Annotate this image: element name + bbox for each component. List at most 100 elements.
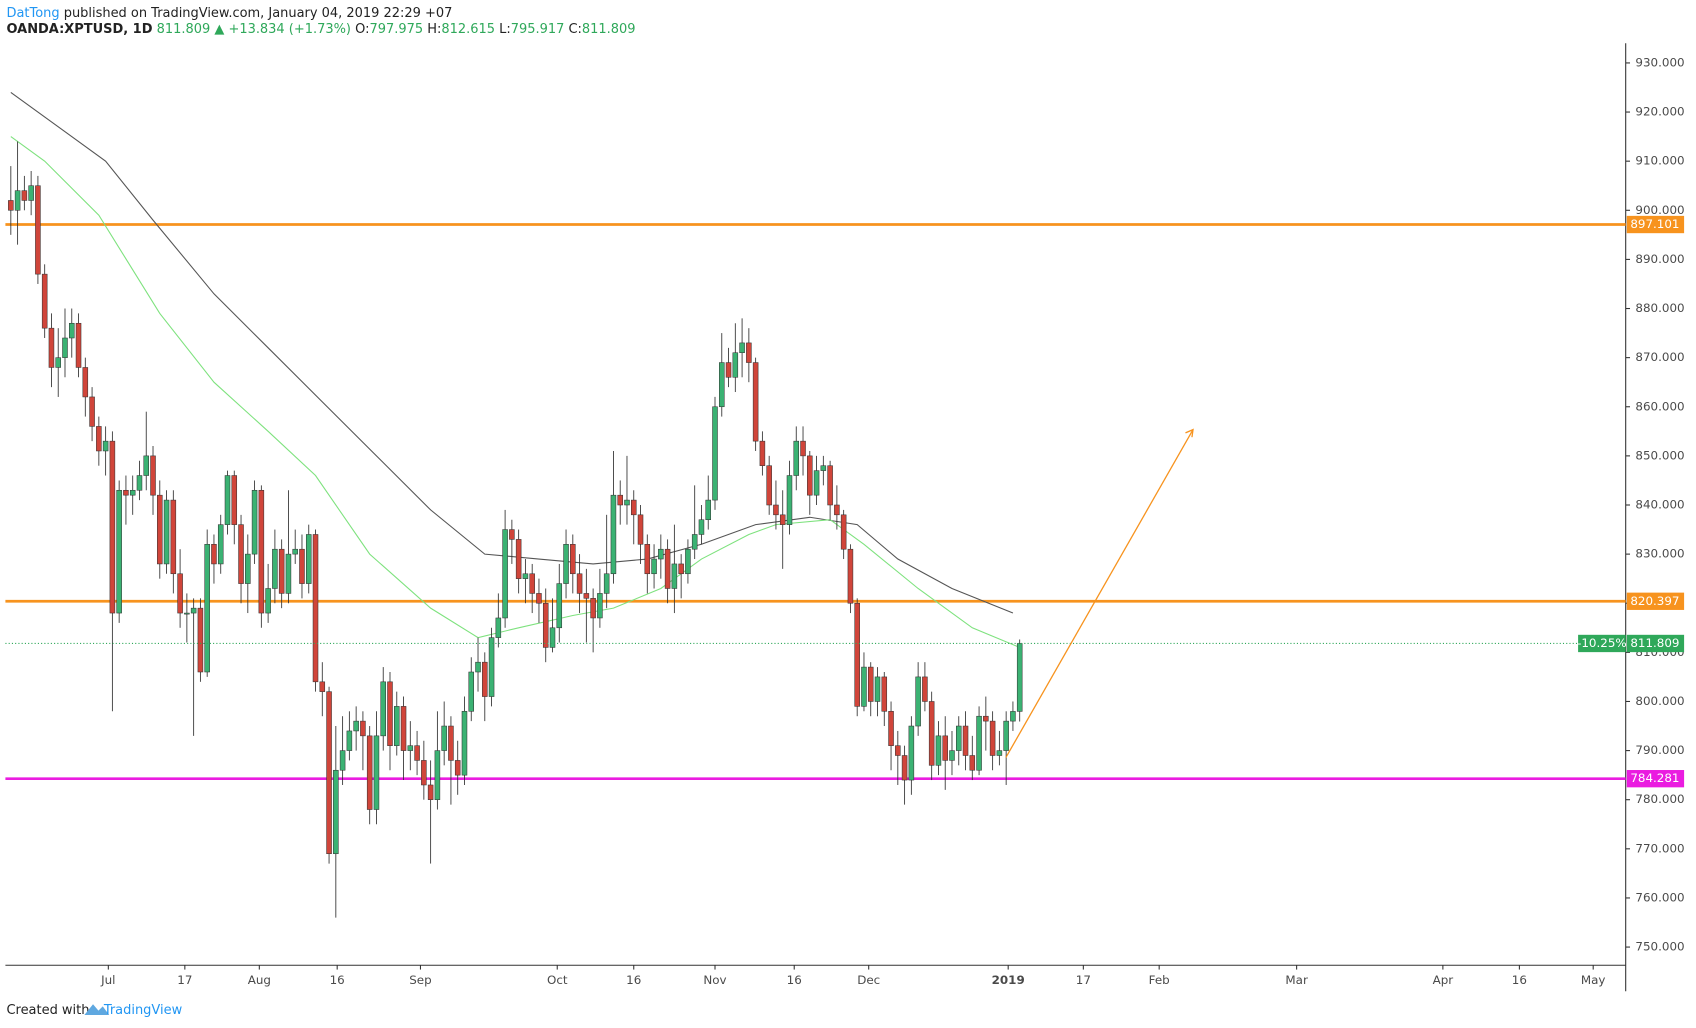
- candle-body: [922, 676, 928, 702]
- candle-body: [231, 475, 238, 525]
- candle-body: [915, 676, 921, 727]
- y-tick-label: 780.000: [1635, 792, 1684, 806]
- candle-body: [150, 455, 156, 496]
- candle-body: [468, 671, 475, 712]
- candle-body: [427, 784, 434, 800]
- candle-body: [732, 352, 739, 378]
- x-tick-label: Mar: [1285, 973, 1308, 987]
- y-tick-label: 880.000: [1635, 301, 1684, 315]
- candle-body: [448, 725, 454, 761]
- candle-body: [434, 750, 441, 800]
- candle-body: [339, 750, 346, 771]
- candle-body: [603, 573, 610, 594]
- x-tick-label: May: [1581, 973, 1606, 987]
- candle-body: [847, 548, 854, 604]
- x-tick-label: Feb: [1149, 973, 1170, 987]
- candle-body: [854, 602, 860, 707]
- candle-body: [725, 362, 732, 378]
- candle-body: [495, 617, 502, 638]
- x-tick-label: 16: [626, 973, 641, 987]
- candle-body: [807, 455, 813, 496]
- candle-body: [41, 273, 48, 329]
- candle-body: [739, 342, 745, 354]
- candle-body: [542, 602, 549, 648]
- level-label-box: [1626, 592, 1685, 610]
- candle-body: [136, 475, 143, 491]
- candle-body: [89, 396, 95, 427]
- candle-body: [96, 426, 102, 452]
- candle-body: [14, 190, 21, 211]
- candle-body: [143, 455, 150, 476]
- candle-body: [786, 475, 793, 525]
- candle-body: [461, 711, 468, 776]
- candle-body: [380, 681, 386, 737]
- candle-body: [441, 725, 447, 751]
- published: published on TradingView.com, January 04…: [64, 5, 453, 20]
- candle-body: [529, 573, 535, 594]
- candle-body: [414, 745, 420, 761]
- candle-body: [123, 489, 129, 496]
- candle-body: [333, 769, 339, 855]
- candle-body: [21, 190, 28, 201]
- candle-body: [637, 514, 644, 545]
- x-tick-label: 17: [177, 973, 192, 987]
- level-label-box: [1626, 770, 1685, 788]
- candle-body: [454, 760, 461, 776]
- footer: Created with TradingView: [6, 1003, 182, 1018]
- author[interactable]: DatTong: [6, 5, 59, 20]
- candle-body: [502, 529, 508, 619]
- candle-body: [969, 755, 976, 771]
- y-tick-label: 830.000: [1635, 547, 1684, 561]
- candle-body: [75, 322, 82, 368]
- change-label: -10.25%: [1577, 636, 1627, 650]
- candle-body: [319, 681, 326, 692]
- y-tick-label: 800.000: [1635, 694, 1684, 708]
- candle-body: [197, 607, 204, 673]
- candle-body: [901, 755, 908, 781]
- x-tick-label: 2019: [992, 973, 1025, 987]
- candle-body: [102, 440, 109, 452]
- x-tick-label: 16: [1512, 973, 1527, 987]
- candle-body: [678, 563, 684, 575]
- x-tick-label: Oct: [547, 973, 568, 987]
- candle-body: [326, 691, 332, 855]
- candle-body: [983, 715, 989, 722]
- candle-body: [793, 440, 800, 476]
- candle-body: [705, 499, 711, 521]
- candle-body: [305, 534, 312, 584]
- change-arrow: ▲: [214, 22, 224, 37]
- candle-body: [190, 607, 197, 614]
- level-label: 820.397: [1630, 594, 1679, 608]
- candle-body: [265, 588, 271, 614]
- ohlc-label: C:: [568, 22, 581, 37]
- candle-body: [245, 553, 251, 584]
- symbol: OANDA:XPTUSD, 1D: [6, 22, 152, 37]
- candle-body: [881, 676, 888, 712]
- candle-body: [400, 706, 407, 751]
- candle-body: [691, 534, 698, 550]
- y-tick-label: 790.000: [1635, 743, 1684, 757]
- brand[interactable]: TradingView: [103, 1003, 183, 1018]
- y-tick-label: 930.000: [1635, 55, 1684, 69]
- candle-body: [800, 440, 806, 457]
- level-label-box: [1626, 215, 1685, 234]
- candle-body: [908, 725, 915, 781]
- price-box: [1626, 634, 1685, 653]
- candle-body: [617, 494, 623, 506]
- candle-body: [664, 548, 671, 589]
- x-tick-label: Nov: [703, 973, 726, 987]
- candle-body: [1016, 643, 1023, 712]
- candle-body: [766, 465, 772, 506]
- y-tick-label: 760.000: [1635, 890, 1684, 904]
- candle-body: [1003, 720, 1009, 751]
- x-tick-label: Apr: [1433, 973, 1454, 987]
- x-tick-label: Sep: [409, 973, 431, 987]
- candle-body: [177, 573, 183, 614]
- candle-body: [583, 593, 590, 599]
- y-tick-label: 900.000: [1635, 203, 1684, 217]
- candle-body: [834, 504, 840, 516]
- candle-body: [251, 489, 258, 555]
- candle-body: [597, 593, 603, 619]
